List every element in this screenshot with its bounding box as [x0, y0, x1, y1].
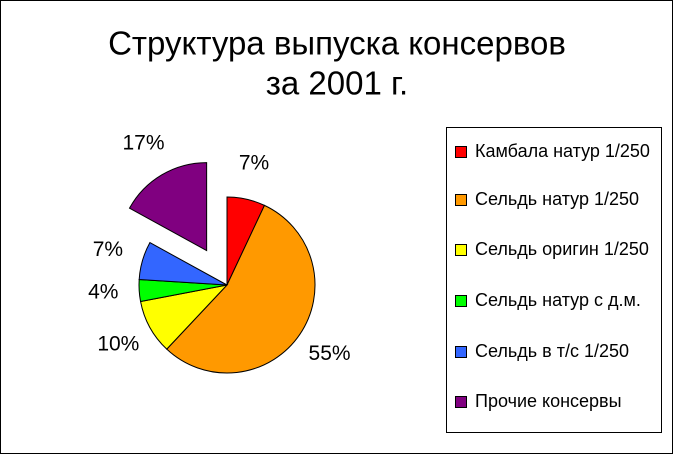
legend-label: Сельдь натур с д.м.: [475, 290, 641, 310]
legend-swatch: [455, 194, 467, 206]
legend-swatch: [455, 396, 467, 408]
legend-item: Сельдь натур с д.м.: [455, 289, 661, 311]
legend-swatch: [455, 346, 467, 358]
legend-label: Сельдь натур 1/250: [475, 189, 640, 209]
data-label: 10%: [97, 332, 139, 355]
pie-slice: [138, 241, 228, 286]
data-label: 17%: [123, 131, 165, 154]
legend-label: Сельдь в т/с 1/250: [475, 341, 630, 361]
data-label: 7%: [93, 238, 123, 261]
legend-item: Камбала натур 1/250: [455, 140, 661, 162]
legend-swatch: [455, 295, 467, 307]
data-label: 7%: [239, 152, 269, 175]
legend-swatch: [455, 244, 467, 256]
legend-item: Сельдь оригин 1/250: [455, 238, 661, 260]
chart-title: за 2001 г.: [266, 65, 408, 102]
legend-item: Сельдь натур 1/250: [455, 188, 661, 210]
legend-item: Сельдь в т/с 1/250: [455, 340, 661, 362]
pie: 7% 55% 10% 4% 7% 17%: [88, 131, 351, 374]
chart-title: Структура выпуска консервов: [108, 25, 566, 62]
legend-label: Сельдь оригин 1/250: [475, 239, 649, 259]
legend-item: Прочие консервы: [455, 390, 661, 412]
legend-swatch: [455, 146, 467, 158]
pie-slice: [128, 162, 208, 252]
legend: Камбала натур 1/250 Сельдь натур 1/250 Сел…: [446, 127, 662, 433]
legend-label: Камбала натур 1/250: [475, 141, 650, 161]
legend-label: Прочие консервы: [475, 391, 622, 411]
data-label: 4%: [88, 280, 118, 303]
data-label: 55%: [309, 342, 351, 365]
pie-slice: [166, 204, 316, 374]
